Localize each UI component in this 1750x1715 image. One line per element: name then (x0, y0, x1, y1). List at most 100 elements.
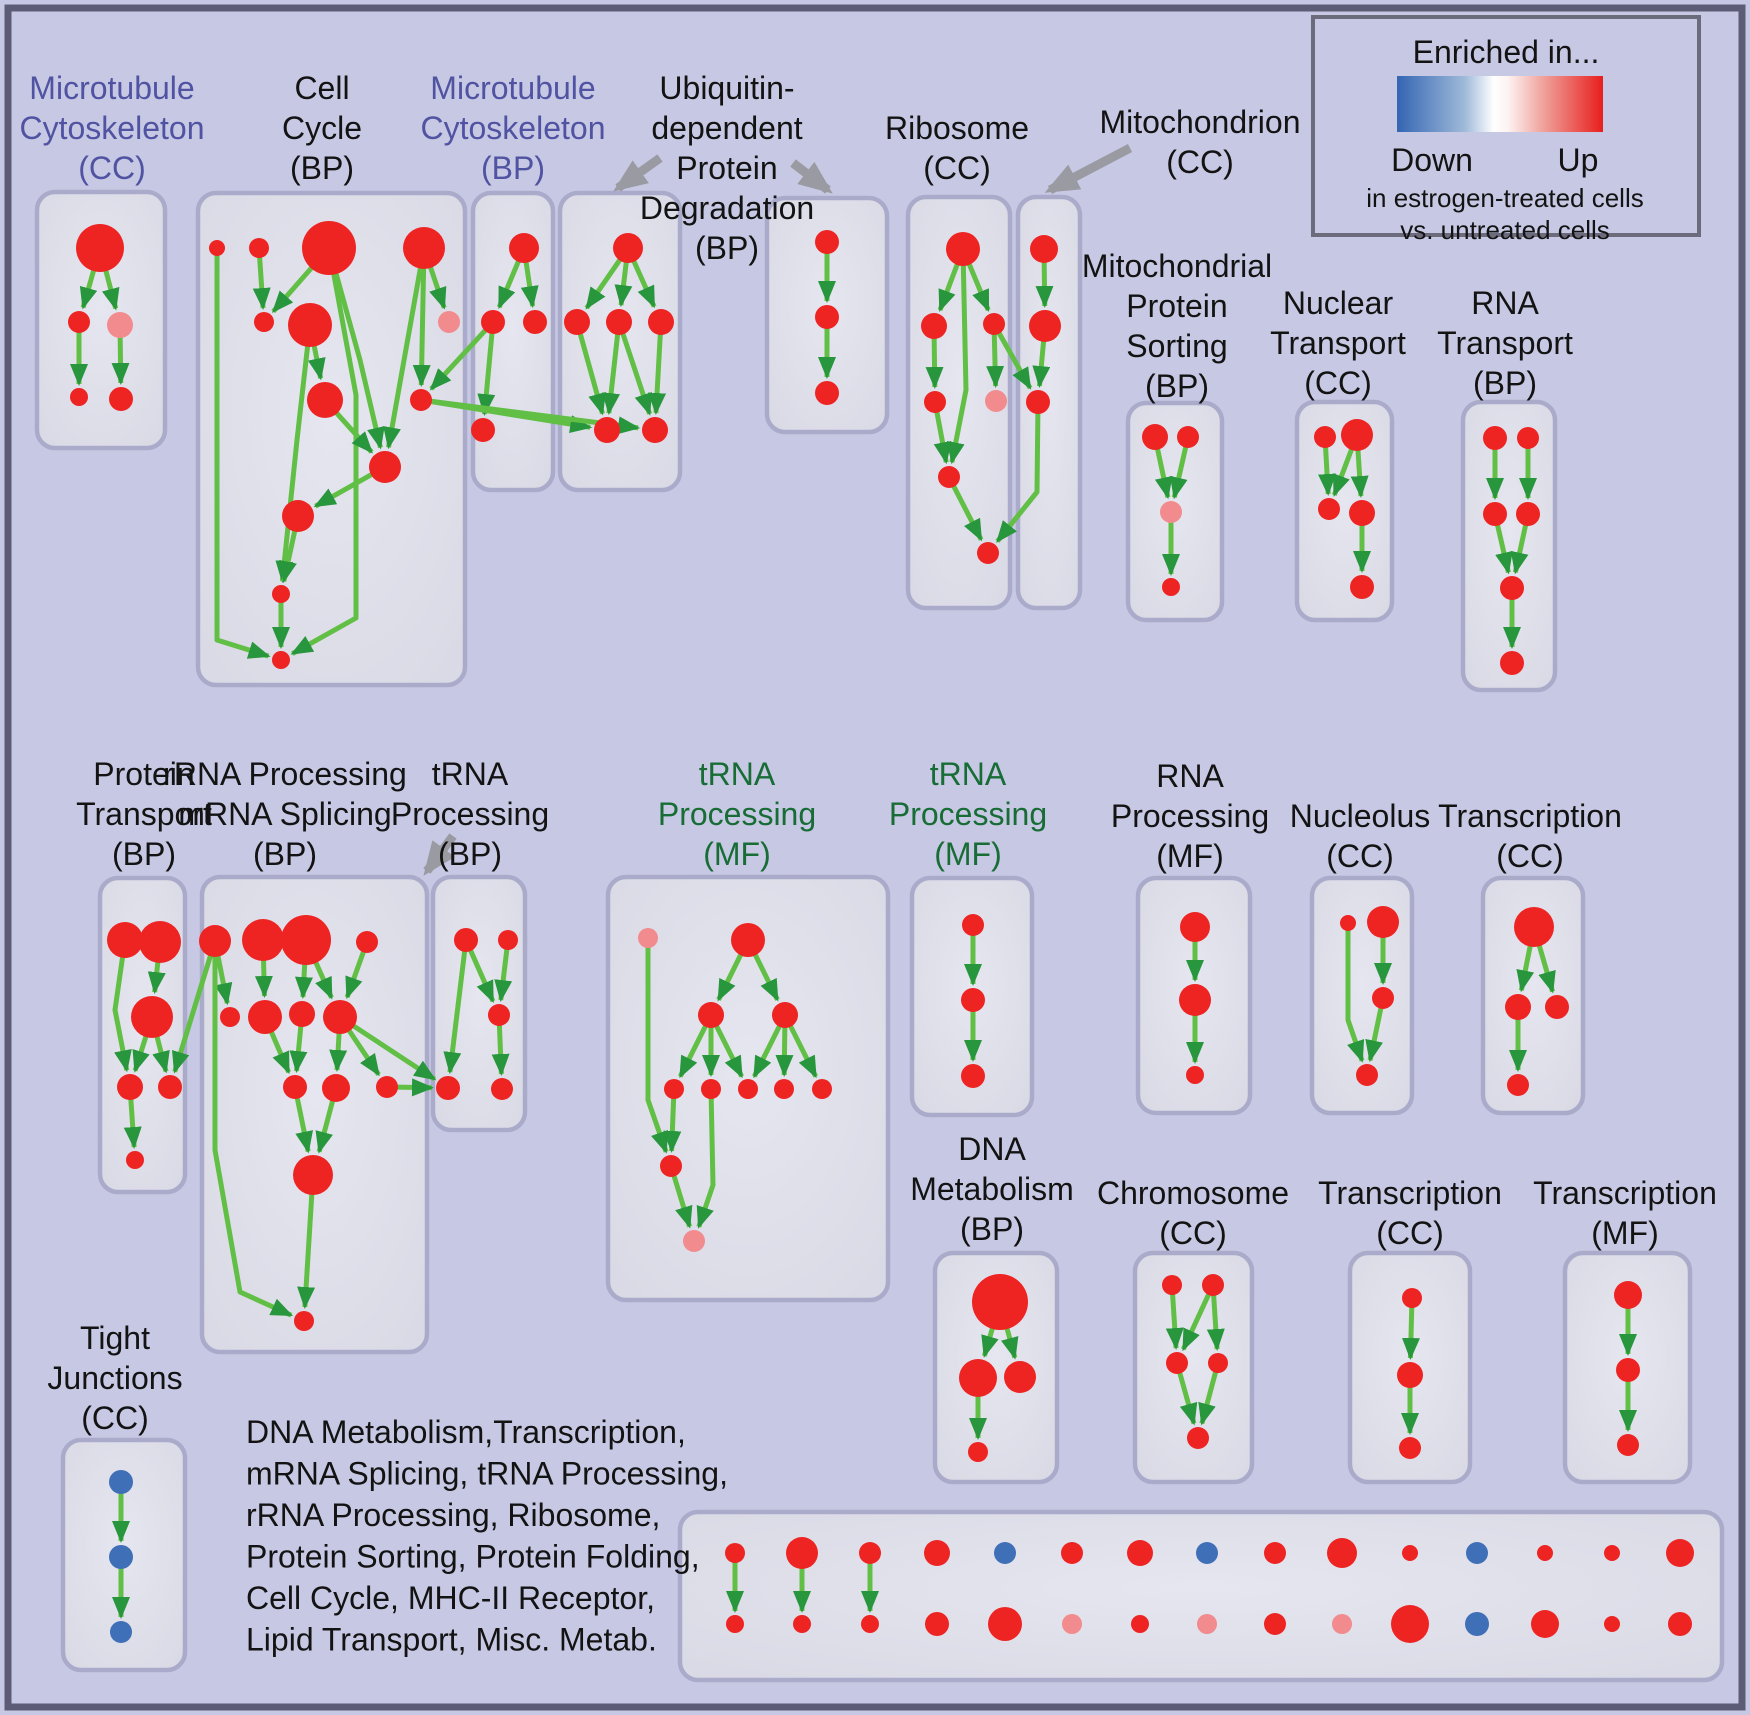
group-label-trna-processing-mf-1: tRNA (699, 756, 776, 792)
group-label-transcription-cc-row2: Transcription (1438, 798, 1622, 834)
node-mt-bp-up (523, 310, 547, 334)
group-label-ubiquitin-dependent-protein-degradation-bp: Protein (676, 150, 777, 186)
node-tightjunc-down (109, 1470, 133, 1494)
edge-mt-cc (79, 269, 98, 310)
edge-chromosome (1206, 1294, 1225, 1352)
node-rrna-up (248, 1000, 282, 1034)
edge-rrna (313, 960, 334, 1000)
annotation-line: DNA Metabolism,Transcription, (246, 1414, 686, 1450)
group-label-trna-processing-bp: (BP) (438, 836, 502, 872)
node-cell-cycle-up (209, 240, 225, 256)
edge-chromosome (1165, 1293, 1184, 1351)
node-rrna-up (322, 1074, 350, 1102)
edge-chromosome (1177, 1371, 1198, 1426)
edge-nucleolus (1345, 930, 1365, 1063)
edge-rrna (295, 963, 313, 1000)
group-label-trna-processing-bp: Processing (391, 796, 549, 832)
node-rnaprocmf-up (1179, 984, 1211, 1016)
node-ribosome-up (924, 391, 946, 413)
node-nuctrans-up (1349, 500, 1375, 526)
group-label-ribosome-cc: (CC) (923, 150, 991, 186)
edge-prottrans (112, 956, 132, 1073)
node-rrna-up (293, 1155, 333, 1195)
edge-trnamfbig (678, 1024, 708, 1079)
node-bottomrow-up (1604, 1616, 1620, 1632)
edge-trnamfbig (716, 953, 744, 1002)
label-pointer-arrow (790, 159, 833, 194)
group-label-mitochondrial-protein-sorting-bp: Sorting (1126, 328, 1227, 364)
node-trnamfbig-up (701, 1079, 721, 1099)
edge-cell-cycle (428, 266, 447, 310)
edge-ubiq1 (648, 333, 667, 416)
annotation-line: Lipid Transport, Misc. Metab. (246, 1622, 657, 1658)
edge-trnamfbig (752, 1024, 782, 1079)
node-transmf-up (1617, 1434, 1639, 1456)
edge-cell-cycle (333, 272, 385, 450)
node-ubiq1-up (648, 309, 674, 335)
node-tightjunc-down (109, 1545, 133, 1569)
node-mt-bp-up (471, 418, 495, 442)
group-label-rna-transport-bp: RNA (1471, 285, 1539, 321)
edge-trnabp (494, 948, 513, 1003)
node-cell-cycle-up (302, 221, 356, 275)
node-ubiq1-up (594, 417, 620, 443)
node-cell-cycle-up (403, 227, 445, 269)
legend-up-label: Up (1558, 142, 1599, 178)
group-label-chromosome-cc: (CC) (1159, 1215, 1227, 1251)
node-mt-cc-mild-up (107, 312, 133, 338)
node-nuctrans-up (1341, 419, 1373, 451)
edge-ubiq1 (620, 332, 652, 416)
edge-ubiq1 (614, 261, 633, 308)
node-bottomrow-up (1531, 1610, 1559, 1638)
node-trnamfbig-up (812, 1079, 832, 1099)
node-rnatrans-up (1500, 576, 1524, 600)
edge-trnamfbig (788, 1024, 818, 1079)
node-bottomrow-down (1465, 1612, 1489, 1636)
group-label-rna-processing-mf: RNA (1156, 758, 1224, 794)
edge-cell-cycle (412, 267, 431, 388)
edge-cell-cycle (383, 267, 423, 450)
node-chromosome-up (1202, 1274, 1224, 1296)
edge-rnatrans (1510, 524, 1529, 575)
node-cell-cycle-up (288, 303, 332, 347)
node-bottomrow-up (859, 1542, 881, 1564)
group-label-transcription-cc-row2: (CC) (1496, 838, 1564, 874)
node-chromosome-up (1208, 1353, 1228, 1373)
node-trnamfbig-mild-up (638, 928, 658, 948)
node-prottrans-up (131, 996, 173, 1038)
node-rnatrans-up (1517, 427, 1539, 449)
node-bottomrow-up (988, 1607, 1022, 1641)
edge-ribosome (986, 333, 1005, 389)
group-label-dna-metabolism-bp: DNA (958, 1131, 1026, 1167)
edge-transcc3 (1401, 1306, 1420, 1361)
node-transcc2-up (1505, 994, 1531, 1020)
node-cell-cycle-up (272, 651, 290, 669)
node-bottomrow-down (1196, 1542, 1218, 1564)
group-label-rna-processing-mf: (MF) (1156, 838, 1224, 874)
node-bottomrow-up (1264, 1613, 1286, 1635)
group-label-trna-processing-mf-2: tRNA (930, 756, 1007, 792)
node-bottomrow-up (1604, 1545, 1620, 1561)
edge-trnamfbig (696, 1097, 716, 1229)
group-box-mt-bp (470, 190, 556, 493)
node-trnamfsmall-up (962, 914, 984, 936)
group-label-trna-processing-bp: tRNA (432, 756, 509, 792)
edge-trnamfbig (775, 1026, 794, 1078)
edge-cross-rrna-trnabp (396, 1078, 435, 1097)
node-bottomrow-up (793, 1615, 811, 1633)
group-box-chromosome (1132, 1250, 1255, 1485)
edge-cell-cycle (214, 255, 271, 659)
edge-ubiq1 (584, 258, 623, 310)
node-trnamfbig-up (660, 1155, 682, 1177)
node-rrna-up (281, 915, 331, 965)
node-trnamfbig-up (738, 1079, 758, 1099)
node-bottomrow-up (1131, 1615, 1149, 1633)
node-rrna-up (199, 925, 231, 957)
node-rnatrans-up (1500, 651, 1524, 675)
node-bottomrow-up (1061, 1542, 1083, 1564)
edge-rrna (329, 1032, 348, 1073)
group-label-dna-metabolism-bp: (BP) (960, 1211, 1024, 1247)
node-nucleolus-up (1340, 915, 1356, 931)
edge-mt-cc (111, 336, 130, 386)
